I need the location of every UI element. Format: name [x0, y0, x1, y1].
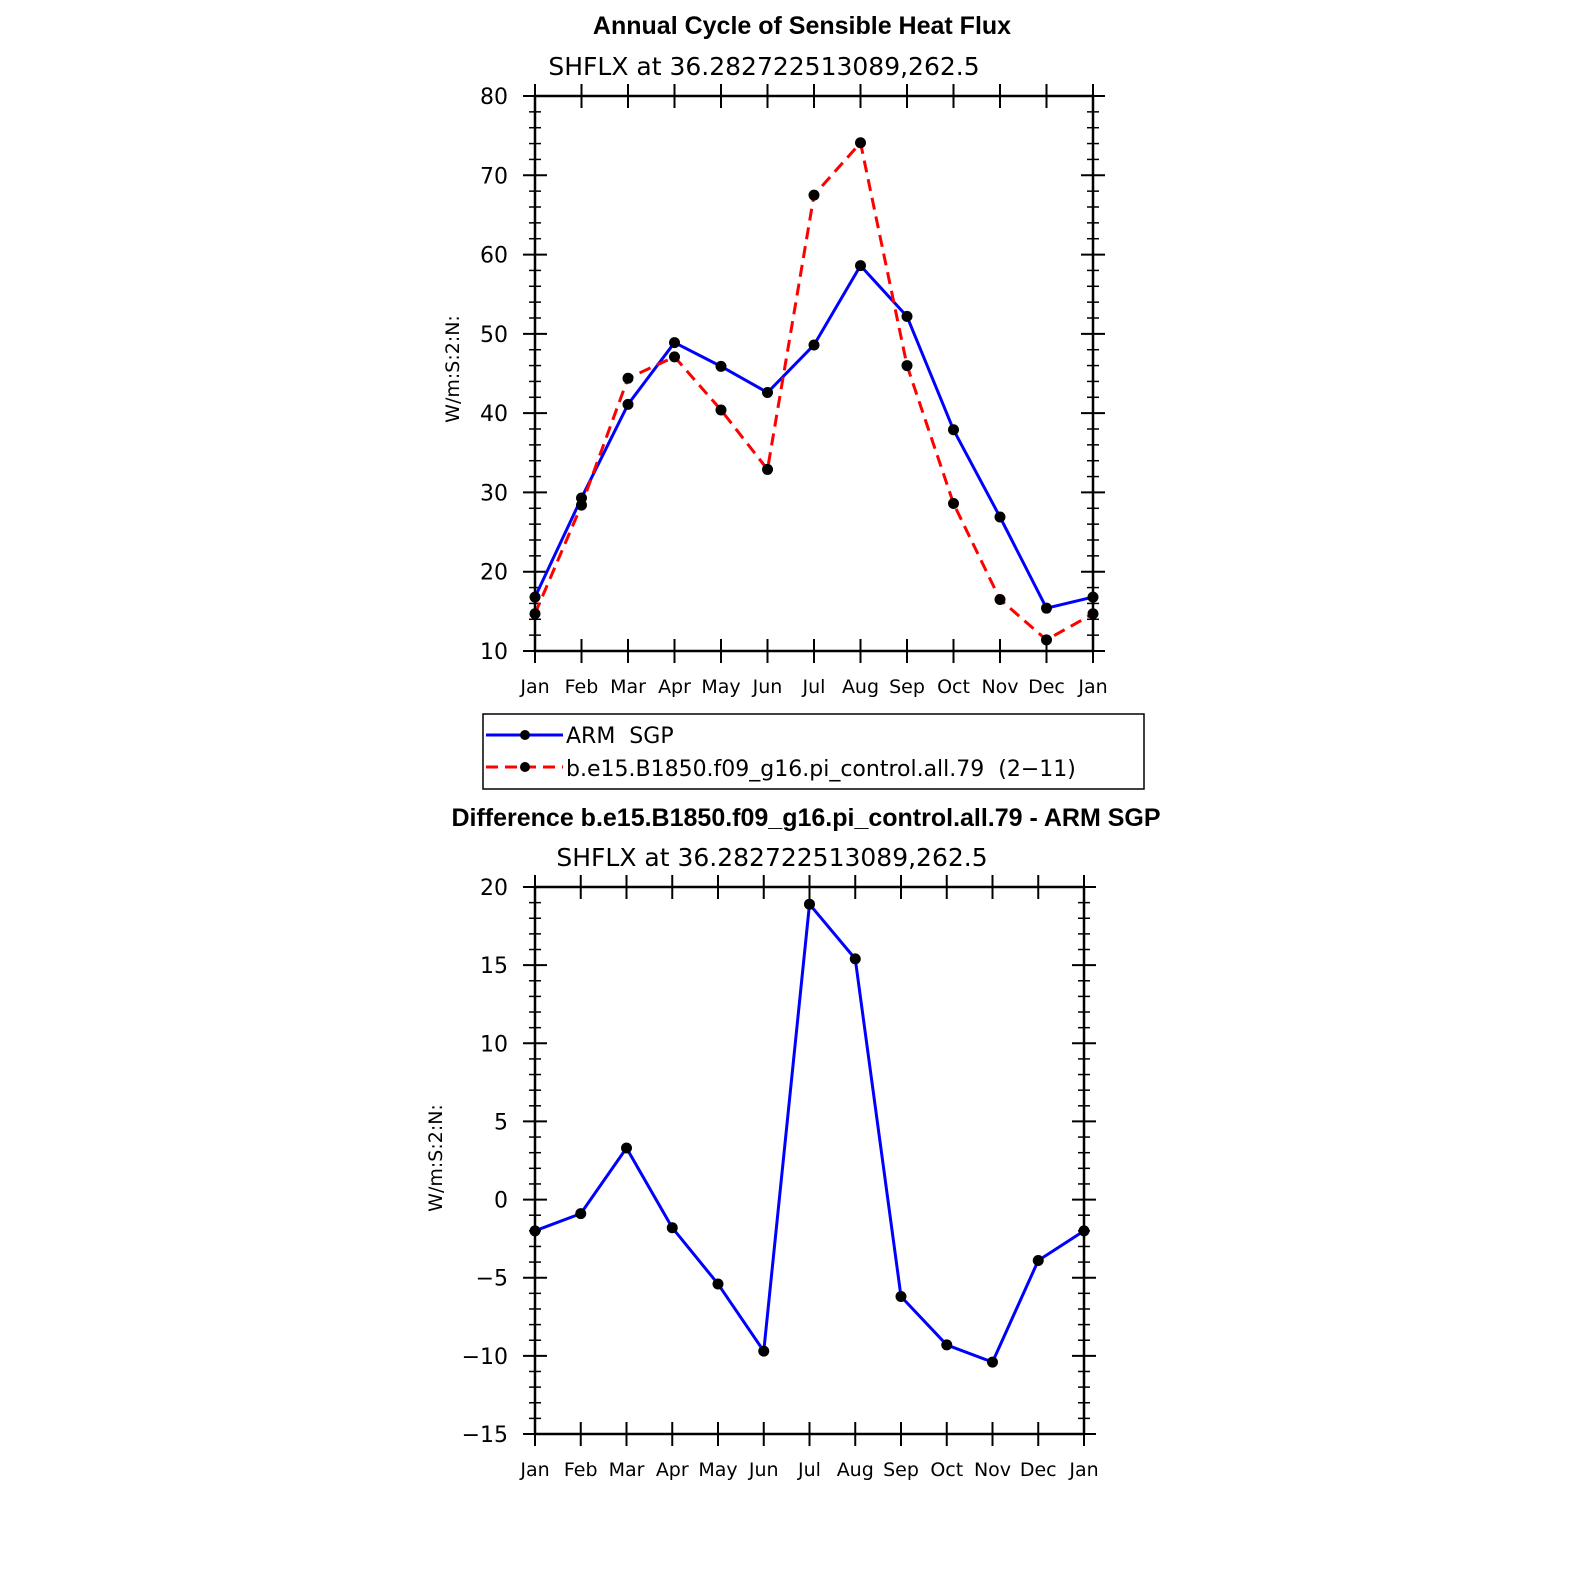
- chart1-xtick-label-mar: Mar: [610, 676, 646, 698]
- chart1-series-0-point: [622, 398, 634, 410]
- chart2-subtitle: SHFLX at 36.282722513089,262.5: [556, 843, 987, 872]
- chart2-xtick-label-feb: Feb: [564, 1459, 598, 1481]
- chart1-ytick-label: 40: [480, 402, 508, 427]
- chart1-xtick-label-may: May: [701, 676, 740, 698]
- chart2-series-0-point: [1078, 1225, 1090, 1237]
- chart1-series-0-point: [948, 424, 959, 436]
- legend: ARM SGP b.e15.B1850.f09_g16.pi_control.a…: [482, 713, 1145, 790]
- chart1-series-0-point: [715, 360, 727, 372]
- chart2-title: Difference b.e15.B1850.f09_g16.pi_contro…: [451, 804, 1160, 832]
- chart1-xtick-label-apr: Apr: [658, 676, 691, 698]
- difference-chart: Difference b.e15.B1850.f09_g16.pi_contro…: [425, 804, 1161, 1481]
- chart2-xtick-label-jan: Jan: [1068, 1459, 1098, 1481]
- chart1-series-1-point: [994, 593, 1006, 605]
- chart2-series-0-point: [1032, 1255, 1044, 1267]
- legend-label-arm-sgp: ARM SGP: [566, 724, 674, 749]
- chart1-series-0-point: [994, 511, 1006, 523]
- legend-label-model: b.e15.B1850.f09_g16.pi_control.all.79 (2…: [566, 757, 1076, 782]
- chart2-xtick-label-may: May: [698, 1459, 737, 1481]
- chart1-ytick-label: 70: [480, 164, 508, 189]
- chart1-ytick-label: 20: [480, 561, 508, 586]
- annual-cycle-chart: Annual Cycle of Sensible Heat Flux SHFLX…: [442, 12, 1108, 698]
- chart2-series-0-point: [849, 953, 861, 965]
- chart2-xtick-label-oct: Oct: [930, 1459, 963, 1481]
- chart1-series-1-point: [901, 360, 913, 372]
- chart1-series-0-point: [1041, 602, 1052, 614]
- chart1-series-1-point: [855, 137, 866, 149]
- chart1-ytick-label: 50: [480, 323, 508, 348]
- chart1-series-1-point: [808, 189, 820, 201]
- chart1-xtick-label-jan: Jan: [519, 676, 549, 698]
- chart2-xtick-label-nov: Nov: [974, 1459, 1011, 1481]
- chart1-series-0-point: [855, 260, 866, 272]
- chart1-series-1-point: [1041, 634, 1052, 646]
- chart2-xtick-label-mar: Mar: [609, 1459, 645, 1481]
- chart1-ytick-label: 10: [480, 640, 508, 665]
- chart1-ytick-label: 30: [480, 481, 508, 506]
- chart2-series: [529, 898, 1090, 1368]
- chart2-series-0-point: [987, 1356, 998, 1368]
- chart2-ytick-label: 10: [480, 1032, 508, 1057]
- chart2-x-ticks: Jan Feb Mar Apr May Jun Jul Aug Sep Oct Nov Dec Jan: [519, 875, 1099, 1481]
- chart2-series-0-point: [575, 1208, 587, 1220]
- chart1-subtitle: SHFLX at 36.282722513089,262.5: [548, 52, 979, 81]
- chart1-series-0-point: [529, 591, 541, 603]
- chart1-xtick-label-aug: Aug: [842, 676, 879, 698]
- chart1-xtick-label-jun: Jun: [752, 676, 783, 698]
- chart1-xtick-label-dec: Dec: [1028, 676, 1065, 698]
- legend-marker-arm-sgp: [520, 730, 530, 740]
- chart2-series-0-point: [758, 1345, 770, 1357]
- chart2-series-0-point: [895, 1290, 907, 1302]
- chart1-series-0-point: [901, 310, 913, 322]
- chart1-title: Annual Cycle of Sensible Heat Flux: [593, 12, 1011, 40]
- chart2-y-ticks: 20 15 10 5 0 −5 −10 −15: [462, 876, 1096, 1448]
- chart1-series-1-point: [1087, 608, 1099, 620]
- chart2-series-0-point: [529, 1225, 541, 1237]
- chart2-ytick-label: 20: [480, 876, 508, 901]
- chart1-xtick-label-jan: Jan: [1077, 676, 1107, 698]
- legend-marker-model: [520, 762, 530, 772]
- chart2-ytick-label: −5: [476, 1267, 508, 1292]
- chart2-series-0-point: [712, 1278, 724, 1290]
- chart1-series-0-point: [1087, 591, 1099, 603]
- chart1-xtick-label-feb: Feb: [565, 676, 599, 698]
- chart2-ytick-label: 15: [480, 954, 508, 979]
- chart2-ytick-label: −10: [462, 1345, 508, 1370]
- chart2-xtick-label-jun: Jun: [748, 1459, 779, 1481]
- chart1-series: [529, 137, 1099, 646]
- chart1-series-1-point: [715, 404, 727, 416]
- chart1-series-0-point: [808, 339, 820, 351]
- chart1-xtick-label-sep: Sep: [889, 676, 925, 698]
- chart1-ytick-label: 60: [480, 244, 508, 269]
- chart1-series-0-point: [762, 387, 773, 399]
- chart2-xtick-label-sep: Sep: [883, 1459, 919, 1481]
- chart2-xtick-label-jul: Jul: [797, 1459, 821, 1481]
- chart2-xtick-label-aug: Aug: [837, 1459, 874, 1481]
- legend-box: [482, 713, 1145, 790]
- chart1-xtick-label-nov: Nov: [981, 676, 1018, 698]
- chart1-ylabel: W/m:S:2:N:: [442, 315, 464, 423]
- chart1-xtick-label-jul: Jul: [802, 676, 826, 698]
- chart2-series-0-point: [621, 1142, 632, 1154]
- chart2-xtick-label-dec: Dec: [1020, 1459, 1057, 1481]
- chart1-series-1-point: [529, 608, 541, 620]
- chart2-ytick-label: −15: [462, 1423, 508, 1448]
- chart2-ytick-label: 5: [494, 1110, 508, 1135]
- chart1-series-1-point: [762, 463, 773, 475]
- chart2-ytick-label: 0: [494, 1189, 508, 1214]
- chart1-series-1-point: [622, 372, 634, 384]
- chart1-xtick-label-oct: Oct: [937, 676, 970, 698]
- chart2-xtick-label-jan: Jan: [519, 1459, 549, 1481]
- chart1-series-1-point: [669, 351, 680, 363]
- chart2-series-0-point: [804, 898, 815, 910]
- chart2-series-0-point: [941, 1339, 953, 1351]
- chart1-ytick-label: 80: [480, 85, 508, 110]
- chart2-ylabel: W/m:S:2:N:: [425, 1104, 447, 1212]
- chart1-series-1-point: [948, 498, 959, 510]
- chart2-xtick-label-apr: Apr: [656, 1459, 689, 1481]
- chart2-series-0-point: [666, 1222, 678, 1234]
- chart1-series-0-point: [669, 337, 680, 349]
- chart1-series-1-point: [576, 499, 587, 511]
